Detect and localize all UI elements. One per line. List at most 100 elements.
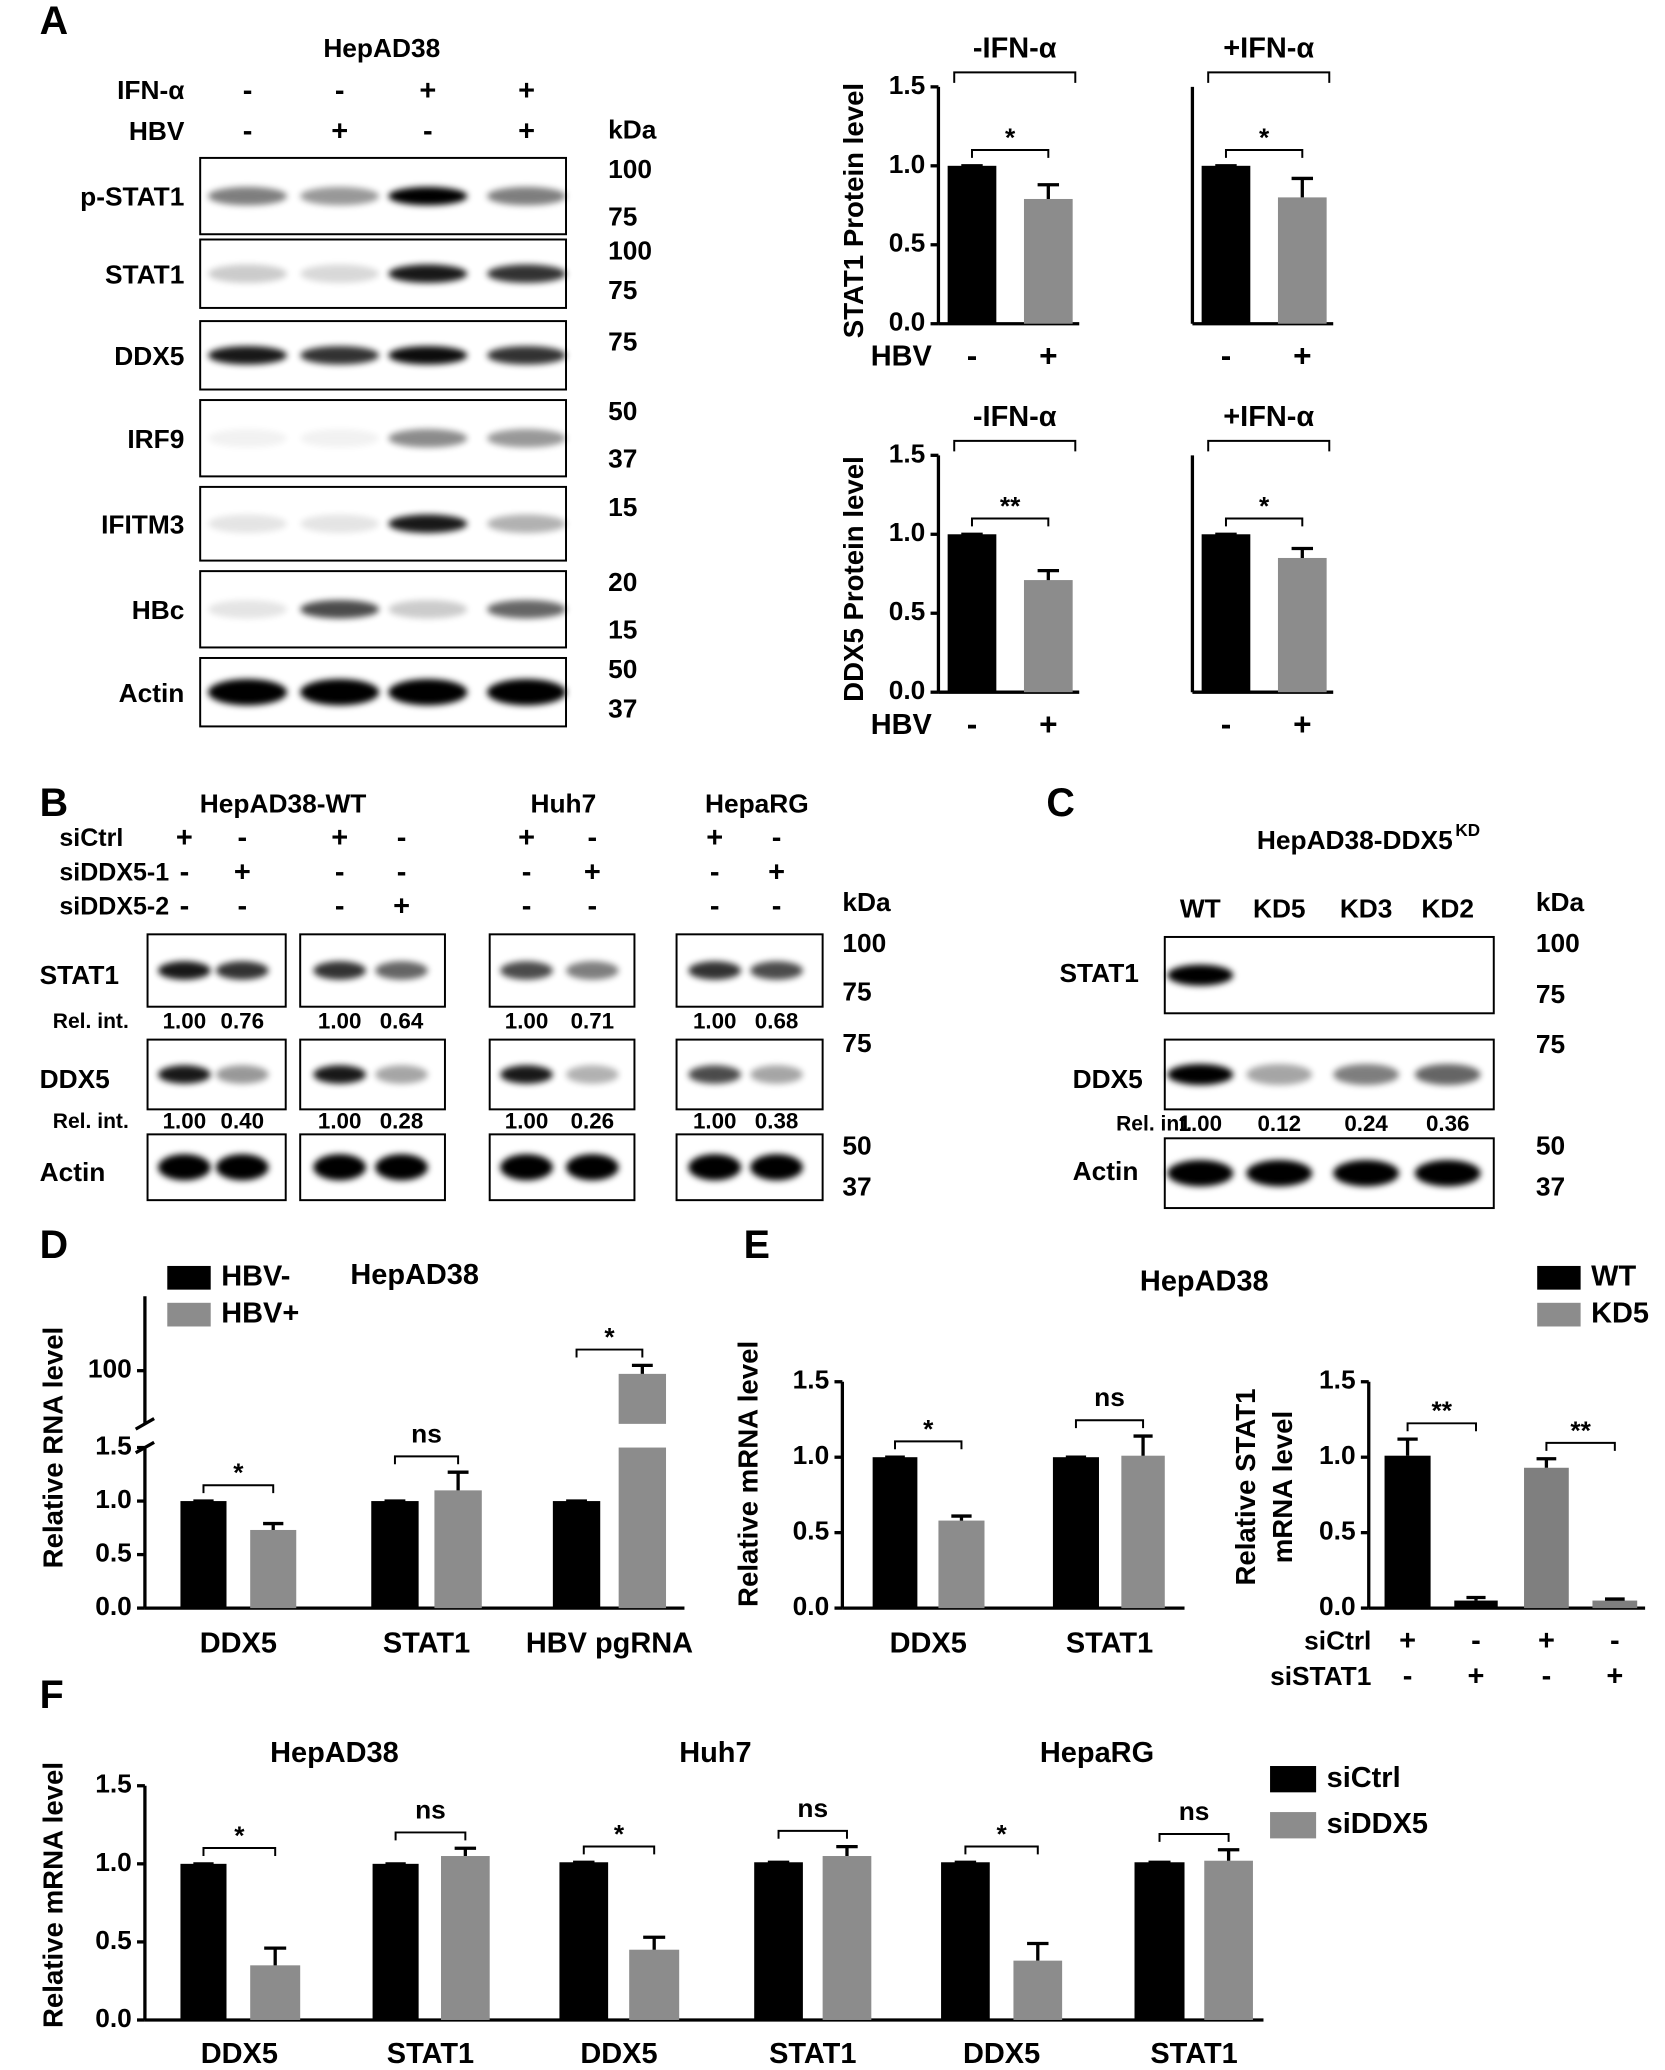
blot-band xyxy=(158,1154,211,1181)
significance-label: ns xyxy=(1179,1796,1210,1826)
legend-label: HBV- xyxy=(221,1260,290,1292)
y-axis-label: Relative RNA level xyxy=(38,1327,69,1569)
condition-sign: - xyxy=(588,822,598,854)
kda-marker: 100 xyxy=(1536,928,1580,958)
condition-label: siDDX5-1 xyxy=(59,858,169,886)
significance-label: * xyxy=(1259,122,1270,152)
kda-label: kDa xyxy=(1536,887,1585,917)
blot-band xyxy=(158,1065,211,1084)
blot-row-label: DDX5 xyxy=(40,1064,110,1094)
lane-label: WT xyxy=(1180,894,1221,924)
kda-marker: 75 xyxy=(842,977,871,1007)
error-bar xyxy=(1466,1595,1486,1601)
blot-band xyxy=(487,514,567,533)
significance-label: * xyxy=(614,1819,625,1849)
error-bar xyxy=(1536,1457,1557,1468)
condition-label: IFN-α xyxy=(117,75,184,105)
y-tick-label: 1.5 xyxy=(793,1365,830,1395)
significance-label: * xyxy=(923,1414,934,1444)
blot-band xyxy=(313,1154,366,1181)
y-tick-label: 1.5 xyxy=(95,1431,132,1461)
blot-band xyxy=(688,1065,742,1084)
blot-title: HepAD38-DDX5 xyxy=(1257,825,1453,855)
condition-sign: - xyxy=(335,856,345,888)
blot-band xyxy=(1246,1160,1313,1187)
y-tick-label: 1.5 xyxy=(1319,1365,1356,1395)
y-tick-label: 0.0 xyxy=(889,675,926,705)
rel-int-value: 1.00 xyxy=(318,1008,362,1033)
condition-sign: - xyxy=(243,116,253,148)
y-tick-label: 0.5 xyxy=(889,228,926,258)
blot-band xyxy=(500,961,553,980)
error-bar xyxy=(264,1946,287,1966)
rel-int-value: 0.36 xyxy=(1426,1111,1470,1136)
significance-bracket xyxy=(1224,149,1304,158)
blot-title-sup: KD xyxy=(1455,821,1480,840)
y-tick-label: 0.0 xyxy=(793,1591,830,1621)
y-tick-label: 1.0 xyxy=(95,1847,132,1877)
bar xyxy=(1204,1860,1253,2020)
condition-sign: + xyxy=(1538,1625,1555,1657)
blot-row-label: STAT1 xyxy=(1060,958,1139,988)
blot-band xyxy=(688,1154,742,1181)
condition-sign: + xyxy=(706,822,723,854)
kda-marker: 37 xyxy=(608,694,637,724)
rel-int-value: 1.00 xyxy=(693,1108,737,1133)
significance-label: ** xyxy=(1432,1396,1453,1426)
kda-label: kDa xyxy=(842,887,891,917)
x-tick-label: + xyxy=(1293,706,1311,742)
y-tick-label: 0.0 xyxy=(95,2003,132,2033)
group-bracket xyxy=(953,439,1077,452)
y-axis-label: Relative STAT1 xyxy=(1230,1389,1261,1586)
significance-label: ns xyxy=(411,1418,442,1448)
blot-band xyxy=(300,600,380,619)
legend-swatch xyxy=(167,1302,211,1327)
condition-sign: - xyxy=(243,75,253,107)
y-tick-label: 100 xyxy=(88,1354,132,1384)
rel-int-value: 0.28 xyxy=(380,1108,424,1133)
rel-int-label: Rel. int. xyxy=(1116,1113,1192,1136)
kda-marker: 100 xyxy=(608,236,652,266)
blot-row-label: DDX5 xyxy=(114,341,184,371)
condition-sign: + xyxy=(1606,1660,1623,1692)
condition-sign: + xyxy=(768,856,785,888)
y-tick-label: 1.0 xyxy=(889,517,926,547)
blot-band xyxy=(300,186,380,206)
kda-marker: 50 xyxy=(608,654,637,684)
blot-band xyxy=(388,186,468,206)
significance-bracket xyxy=(1406,1422,1477,1432)
bar xyxy=(180,1863,227,2020)
legend-label: HBV+ xyxy=(221,1297,299,1329)
blot-row-label: Actin xyxy=(1073,1156,1139,1186)
legend-swatch xyxy=(1270,1766,1317,1793)
group-title: HepaRG xyxy=(1040,1737,1154,1769)
blot-band xyxy=(208,679,288,706)
condition-sign: - xyxy=(1403,1660,1413,1692)
blot-band xyxy=(300,346,380,365)
rel-int-value: 0.76 xyxy=(221,1008,265,1033)
bar xyxy=(180,1501,227,1609)
blot-band xyxy=(208,264,288,283)
panel-label: F xyxy=(40,1673,64,1717)
blot-row-label: HBc xyxy=(132,595,185,625)
significance-bracket xyxy=(1158,1832,1230,1842)
error-bar xyxy=(1037,183,1060,199)
bar xyxy=(1384,1455,1431,1609)
bar xyxy=(1524,1467,1569,1609)
condition-sign: + xyxy=(419,75,436,107)
significance-bracket xyxy=(582,1845,656,1855)
rel-int-value: 0.64 xyxy=(380,1008,424,1033)
rel-int-value: 1.00 xyxy=(505,1008,549,1033)
kda-marker: 75 xyxy=(608,275,637,305)
blot-row-label: STAT1 xyxy=(40,960,119,990)
blot-band xyxy=(208,429,288,448)
blot-band xyxy=(388,264,468,283)
y-tick-label: 0.5 xyxy=(1319,1516,1356,1546)
blot-band xyxy=(300,429,380,448)
y-tick-label: 0.5 xyxy=(889,596,926,626)
condition-sign: - xyxy=(335,891,345,923)
kda-marker: 15 xyxy=(608,492,637,522)
rel-int-value: 0.26 xyxy=(571,1108,615,1133)
rel-int-label: Rel. int. xyxy=(53,1010,129,1033)
